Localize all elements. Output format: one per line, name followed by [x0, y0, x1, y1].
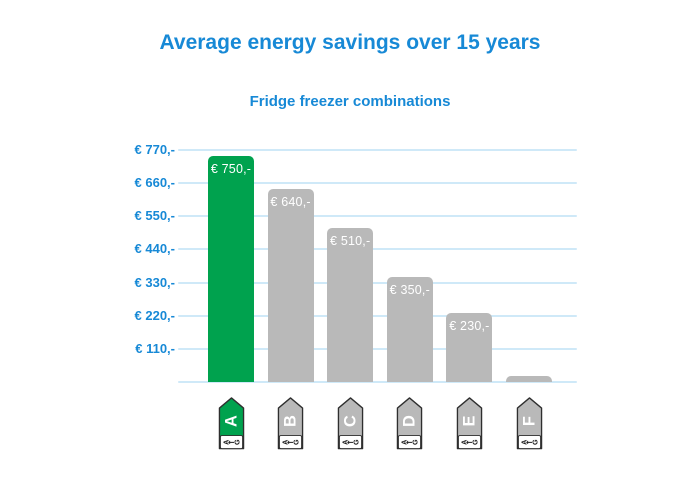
gridline	[178, 149, 577, 151]
energy-scale-glyph: G	[351, 439, 360, 445]
bar-value-label: € 750,-	[210, 162, 252, 176]
energy-class-letter: C	[341, 415, 359, 427]
gridline	[178, 182, 577, 185]
y-axis-label: € 660,-	[134, 175, 175, 191]
energy-scale-glyph: A	[519, 439, 528, 445]
chart-subtitle: Fridge freezer combinations	[249, 93, 451, 110]
energy-scale-glyph: A	[459, 439, 468, 445]
gridline	[178, 281, 577, 284]
energy-scale-glyph: A	[340, 439, 349, 445]
gridline	[178, 347, 577, 350]
bar-value-label: € 230,-	[449, 319, 490, 333]
energy-class-letter: E	[460, 416, 478, 427]
gridline	[178, 215, 577, 218]
bar-value-label: € 510,-	[330, 234, 371, 248]
energy-class-letter: A	[222, 415, 240, 427]
energy-class-letter: B	[282, 415, 300, 427]
energy-scale-glyph: G	[530, 439, 539, 445]
energy-label-icon-a: AA↑G	[218, 397, 244, 450]
energy-scale-glyph: ↑	[405, 439, 414, 445]
bar-e: € 230,-	[446, 313, 493, 382]
y-axis-label: € 330,-	[134, 274, 175, 290]
energy-scale-glyph: A	[221, 439, 230, 445]
gridline	[178, 248, 577, 251]
energy-scale-glyph: ↑	[227, 439, 236, 445]
energy-label-icon-b: B A↑G	[277, 397, 304, 450]
bar-c: € 510,-	[327, 228, 374, 382]
energy-label-icon-e: E A↑G	[456, 397, 483, 450]
energy-scale-glyph: A	[400, 439, 409, 445]
energy-scale-glyph: ↑	[346, 439, 355, 445]
y-axis-label: € 440,-	[134, 241, 175, 257]
energy-label-icon-d: D A↑G	[397, 397, 423, 450]
gridline	[178, 314, 577, 317]
bar-d: € 350,-	[386, 277, 433, 382]
y-axis-label: € 220,-	[134, 307, 175, 323]
energy-scale-glyph: A	[280, 439, 289, 445]
bar-value-label: € 350,-	[389, 283, 430, 297]
y-axis-label: € 110,-	[135, 340, 175, 356]
y-axis-label: € 770,-	[134, 142, 175, 157]
energy-class-letter: F	[520, 416, 538, 426]
y-axis-label: € 550,-	[134, 208, 175, 224]
bar-b: € 640,-	[267, 189, 314, 382]
energy-label-icon-c: C A↑G	[337, 397, 363, 450]
energy-label-icon-f: F A↑G	[516, 397, 542, 450]
energy-scale-glyph: ↑	[525, 439, 534, 445]
gridline	[178, 381, 577, 383]
bar-value-label: € 640,-	[270, 195, 311, 209]
energy-scale-glyph: G	[470, 439, 479, 445]
energy-scale-glyph: G	[232, 439, 241, 445]
bar-f	[506, 376, 552, 382]
chart-title: Average energy savings over 15 years	[159, 31, 541, 54]
energy-scale-glyph: G	[411, 439, 420, 445]
energy-class-letter: D	[401, 415, 419, 427]
energy-scale-glyph: G	[292, 439, 301, 445]
bar-a: € 750,-	[208, 156, 254, 382]
energy-scale-glyph: ↑	[286, 439, 295, 445]
energy-scale-glyph: ↑	[465, 439, 474, 445]
